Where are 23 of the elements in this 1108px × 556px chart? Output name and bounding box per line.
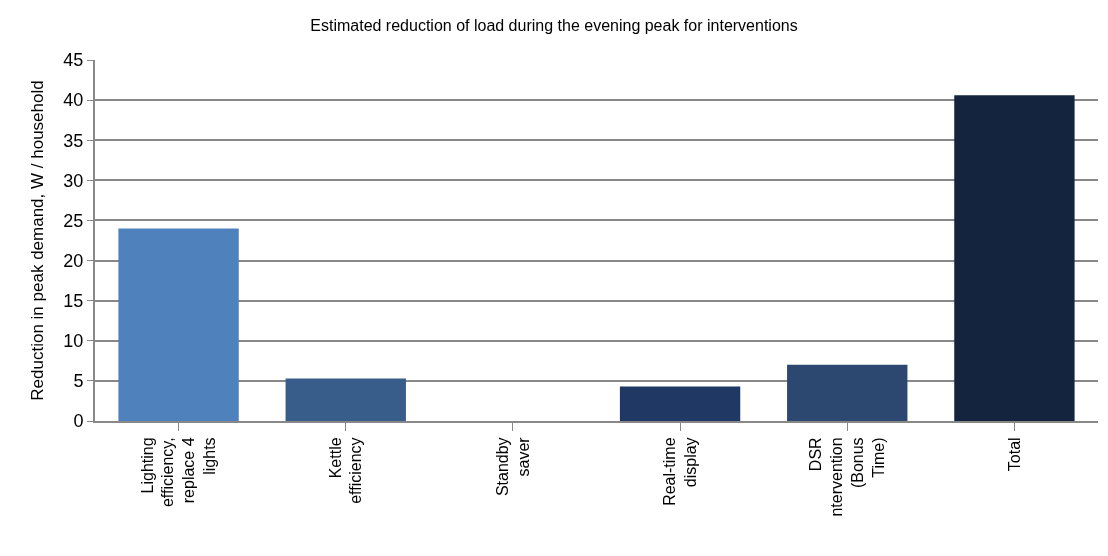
- bar: [118, 228, 239, 421]
- bar: [954, 95, 1075, 421]
- bar: [619, 386, 741, 421]
- x-tick-label: Real-time display: [660, 437, 699, 506]
- chart-title: Estimated reduction of load during the evening peak for interventions: [310, 16, 798, 34]
- y-axis-title: Reduction in peak demand, W / household: [28, 80, 48, 401]
- y-tick-label: 45: [63, 50, 84, 71]
- x-tick-label: DSR ntervention (Bonus Time): [807, 437, 887, 517]
- bar: [285, 378, 406, 421]
- y-tick-label: 5: [73, 371, 84, 392]
- y-tick-label: 0: [73, 411, 84, 432]
- x-tick-label: Kettle efficiency: [326, 437, 365, 504]
- y-tick-label: 35: [63, 130, 84, 151]
- y-tick-label: 40: [63, 90, 84, 111]
- x-tick-label: Standby saver: [493, 436, 532, 497]
- x-tick-label: Total: [1005, 437, 1023, 472]
- y-tick-label: 10: [63, 331, 84, 352]
- y-tick-label: 15: [63, 290, 84, 311]
- y-tick-label: 20: [63, 250, 84, 271]
- bar: [787, 364, 908, 421]
- x-tick-label: Lighting efficiency, replace 4 lights: [138, 437, 218, 508]
- y-tick-label: 25: [63, 210, 84, 231]
- y-tick-label: 30: [63, 170, 84, 191]
